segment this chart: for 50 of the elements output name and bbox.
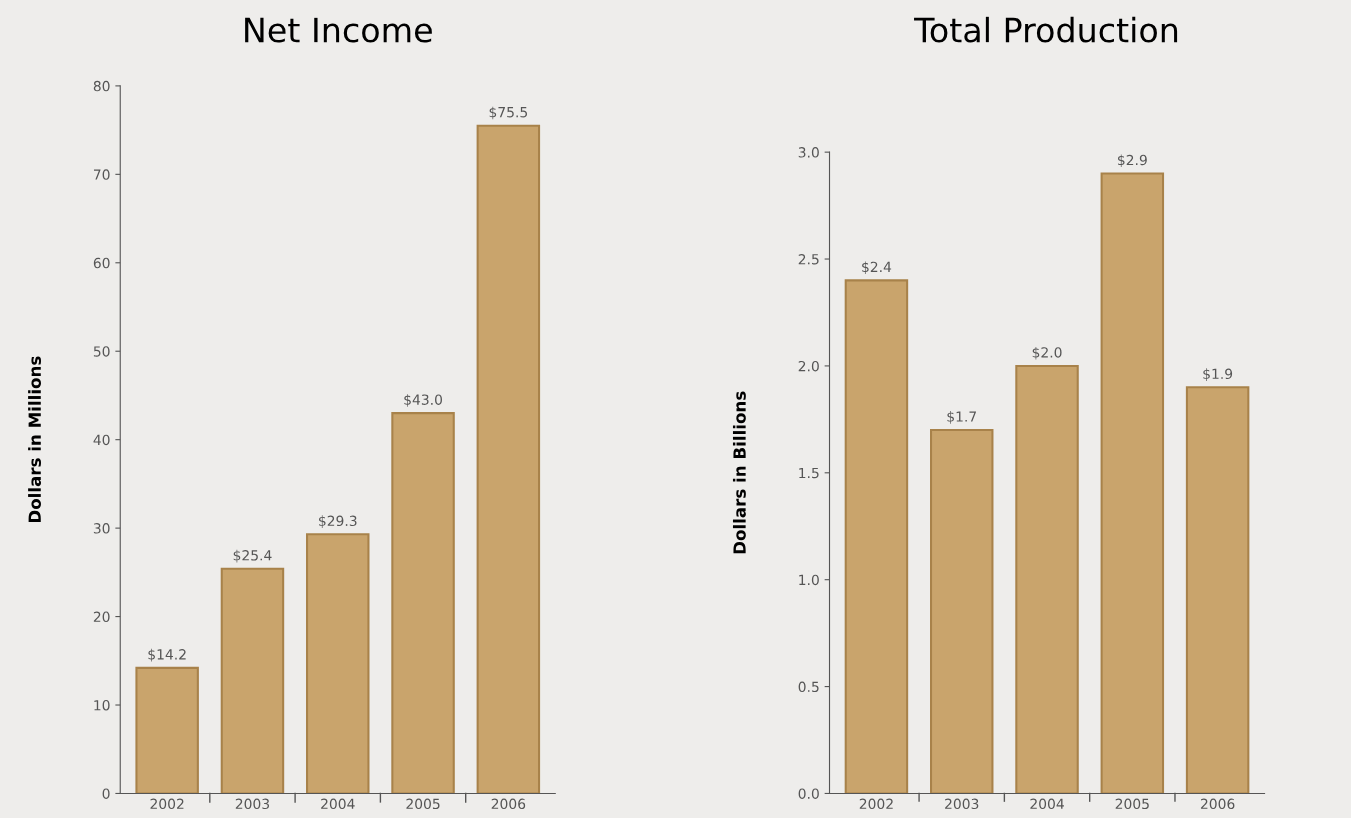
bar [1185, 386, 1250, 794]
bar [929, 429, 994, 794]
y-tick-label: 2.0 [798, 360, 819, 372]
data-label: $43.0 [404, 394, 443, 407]
data-label: $25.4 [233, 549, 272, 563]
y-tick-label: 0 [102, 788, 110, 799]
y-tick-label: 20 [93, 611, 110, 623]
bar [135, 666, 199, 794]
y-axis-title: Dollars in Millions [28, 356, 41, 523]
y-tick-label: 80 [93, 80, 110, 92]
y-tick-label: 50 [93, 346, 110, 357]
y-tick-label: 1.0 [799, 574, 819, 586]
y-tick-label: 0.0 [798, 788, 819, 799]
y-tick-label: 1.5 [799, 467, 819, 479]
chart-title: Total Production [914, 16, 1178, 43]
bar [1015, 364, 1079, 794]
y-tick-label: 0.5 [798, 681, 819, 693]
x-tick-label: 2004 [321, 798, 355, 810]
x-tick-label: 2002 [150, 798, 184, 810]
y-tick-label: 60 [93, 257, 110, 269]
bar [220, 567, 285, 794]
data-label: $75.5 [489, 106, 528, 120]
y-axis-title: Dollars in Billions [732, 391, 746, 554]
x-tick-label: 2004 [1030, 798, 1064, 810]
data-label: $29.3 [319, 515, 357, 528]
y-tick-label: 10 [94, 699, 110, 711]
bar [844, 279, 909, 794]
x-tick-label: 2002 [859, 798, 893, 810]
y-tick-label: 70 [93, 169, 110, 180]
x-tick-label: 2006 [491, 798, 526, 810]
bar [391, 412, 455, 794]
data-label: $14.2 [148, 648, 186, 662]
x-tick-label: 2003 [235, 798, 270, 810]
x-tick-label: 2003 [945, 798, 979, 810]
data-label: $2.4 [862, 261, 892, 275]
bar [306, 533, 370, 794]
x-tick-label: 2006 [1200, 798, 1235, 810]
y-tick-label: 3.0 [798, 147, 819, 158]
data-label: $2.0 [1032, 346, 1062, 360]
data-label: $1.9 [1203, 368, 1233, 381]
x-tick-label: 2005 [406, 798, 440, 810]
chart-title: Net Income [245, 17, 432, 43]
x-tick-label: 2005 [1115, 798, 1149, 810]
data-label: $2.9 [1118, 154, 1147, 168]
y-tick-label: 40 [93, 434, 110, 446]
data-label: $1.7 [947, 411, 976, 424]
y-tick-label: 2.5 [798, 254, 819, 265]
bar [1100, 172, 1165, 794]
y-tick-label: 30 [93, 523, 110, 534]
bar [476, 124, 541, 794]
